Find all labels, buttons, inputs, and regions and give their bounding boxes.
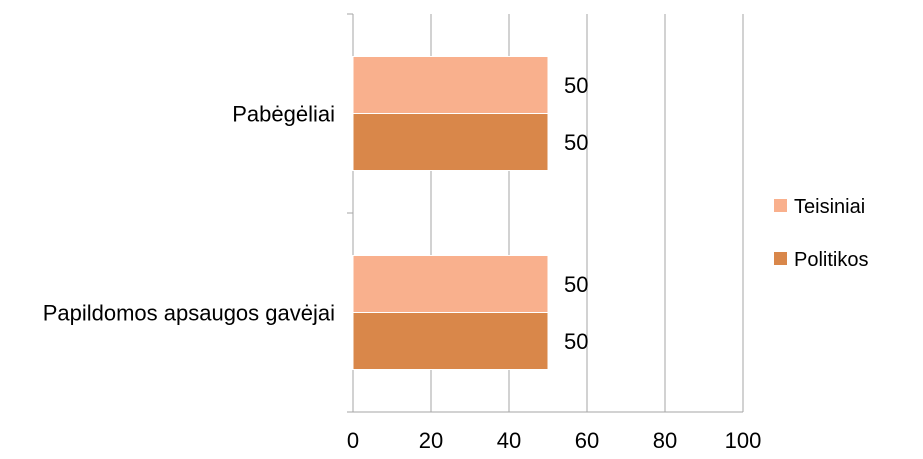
data-labels: 50 50 50 50 <box>564 73 588 354</box>
data-label: 50 <box>564 130 588 155</box>
x-tick-labels: 0 20 40 60 80 100 <box>347 428 761 453</box>
category-label: Pabėgėliai <box>232 102 335 127</box>
data-label: 50 <box>564 272 588 297</box>
bars <box>352 56 549 370</box>
legend-label: Teisiniai <box>794 196 865 218</box>
x-tick-label: 20 <box>419 428 443 453</box>
category-labels: Pabėgėliai Papildomos apsaugos gavėjai <box>43 102 335 326</box>
legend-swatch <box>774 252 787 265</box>
x-tick-label: 80 <box>653 428 677 453</box>
legend-swatch <box>774 199 787 212</box>
category-label: Papildomos apsaugos gavėjai <box>43 301 335 326</box>
legend-label: Politikos <box>794 249 868 271</box>
legend: Teisiniai Politikos <box>774 196 868 271</box>
data-label: 50 <box>564 329 588 354</box>
bar-teisiniai <box>352 255 549 313</box>
x-tick-label: 40 <box>497 428 521 453</box>
data-label: 50 <box>564 73 588 98</box>
bar-teisiniai <box>352 56 549 114</box>
bar-politikos <box>352 113 549 171</box>
x-tick-label: 60 <box>575 428 599 453</box>
bar-politikos <box>352 312 549 370</box>
x-tick-label: 0 <box>347 428 359 453</box>
x-tick-label: 100 <box>725 428 762 453</box>
